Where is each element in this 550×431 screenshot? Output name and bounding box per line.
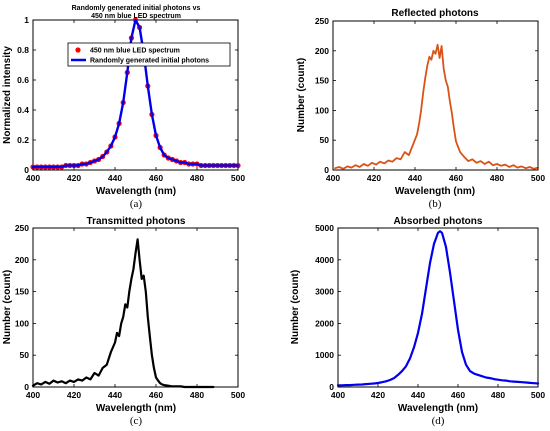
chart-d-xticks: 400 420 440 460 480 500 <box>331 228 545 400</box>
chart-d-axes-box <box>337 227 539 388</box>
x-tick-label: 460 <box>449 173 463 183</box>
chart-a-xlabel: Wavelength (nm) <box>96 186 176 197</box>
chart-c-axes-box <box>32 227 239 388</box>
x-tick-label: 420 <box>67 173 81 183</box>
y-tick-label: 50 <box>320 135 330 145</box>
panel-a: 400 420 440 460 480 500 0 0.2 0.4 0.6 0.8 1 Random… <box>2 5 245 210</box>
chart-c-xlabel: Wavelength (nm) <box>96 403 176 414</box>
series-line-1 <box>336 230 540 387</box>
chart-a-title-line-2: 450 nm blue LED spectrum <box>91 13 181 20</box>
x-tick-label: 420 <box>67 390 81 400</box>
panel-d: 400 420 440 460 480 500 0 1000 2000 3000 4000 5000… <box>290 216 545 427</box>
chart-a-yticks: 0 0.2 0.4 0.6 0.8 1 <box>17 15 238 175</box>
x-tick-label: 480 <box>190 390 204 400</box>
x-tick-label: 440 <box>108 390 122 400</box>
legend-entry-random-photons: Randomly generated initial photons <box>90 58 209 65</box>
chart-d-yticks: 0 1000 2000 3000 4000 5000 <box>315 223 538 392</box>
x-tick-label: 460 <box>149 390 163 400</box>
chart-b-xlabel: Wavelength (nm) <box>395 186 475 197</box>
chart-c-xticks: 400 420 440 460 480 500 <box>26 228 245 400</box>
chart-b-yticks: 0 50 100 150 200 250 <box>315 16 538 175</box>
x-tick-label: 400 <box>326 173 340 183</box>
chart-d-ylabel: Number (count) <box>290 270 301 344</box>
y-tick-label: 200 <box>315 46 329 56</box>
x-tick-label: 400 <box>26 173 40 183</box>
chart-a-axes-box <box>32 19 239 171</box>
x-tick-label: 420 <box>367 173 381 183</box>
x-tick-label: 480 <box>491 390 505 400</box>
chart-b-series-layer <box>334 43 539 170</box>
legend-box <box>67 42 231 67</box>
x-tick-label: 480 <box>490 173 504 183</box>
legend-entry-led-spectrum: 450 nm blue LED spectrum <box>90 48 180 55</box>
series-line-1 <box>31 238 215 389</box>
y-tick-label: 250 <box>315 16 329 26</box>
y-tick-label: 1 <box>24 15 29 25</box>
chart-a-legend: 450 nm blue LED spectrum Randomly genera… <box>67 42 231 67</box>
panel-label-c: (c) <box>130 415 143 427</box>
y-tick-label: 0 <box>24 382 29 392</box>
x-tick-label: 500 <box>231 173 245 183</box>
y-tick-label: 50 <box>20 350 30 360</box>
y-tick-label: 200 <box>15 255 29 265</box>
x-tick-label: 500 <box>231 390 245 400</box>
y-tick-label: 0.6 <box>17 75 29 85</box>
chart-a-plot-area: 400 420 440 460 480 500 0 0.2 0.4 0.6 0.8 1 <box>17 15 245 183</box>
chart-d-plot-area: 400 420 440 460 480 500 0 1000 2000 3000 4000 5000 <box>315 223 545 400</box>
y-tick-label: 5000 <box>315 223 334 233</box>
panel-c: 400 420 440 460 480 500 0 50 100 150 200 250 Trans… <box>2 216 245 427</box>
panel-label-b: (b) <box>429 198 442 210</box>
y-tick-label: 0.4 <box>17 105 29 115</box>
x-tick-label: 400 <box>26 390 40 400</box>
x-tick-label: 460 <box>451 390 465 400</box>
chart-b-ylabel: Number (count) <box>296 58 307 132</box>
y-tick-label: 1000 <box>315 350 334 360</box>
y-tick-label: 4000 <box>315 255 334 265</box>
x-tick-label: 500 <box>531 390 545 400</box>
chart-c-series-layer <box>31 238 215 389</box>
chart-b-axes-box <box>332 20 539 171</box>
y-tick-label: 0.2 <box>17 135 29 145</box>
y-tick-label: 0.8 <box>17 45 29 55</box>
series-line-1 <box>334 43 539 170</box>
x-tick-label: 420 <box>371 390 385 400</box>
x-tick-label: 400 <box>331 390 345 400</box>
x-tick-label: 440 <box>411 390 425 400</box>
chart-c-ylabel: Number (count) <box>2 270 13 344</box>
chart-a-ylabel: Normalized intensity <box>2 46 13 144</box>
chart-b-xticks: 400 420 440 460 480 500 <box>326 21 545 183</box>
y-tick-label: 100 <box>15 318 29 328</box>
chart-a-series-layer <box>30 17 241 170</box>
panel-label-d: (d) <box>432 415 445 427</box>
x-tick-label: 440 <box>108 173 122 183</box>
chart-a-title-line-1: Randomly generated initial photons vs <box>72 5 201 12</box>
legend-marker-red-dot <box>75 47 81 53</box>
series-line-2 <box>31 18 240 169</box>
y-tick-label: 2000 <box>315 318 334 328</box>
y-tick-label: 150 <box>315 76 329 86</box>
y-tick-label: 150 <box>15 287 29 297</box>
chart-c-yticks: 0 50 100 150 200 250 <box>15 223 238 392</box>
x-tick-label: 460 <box>149 173 163 183</box>
chart-b-title: Reflected photons <box>391 8 479 19</box>
chart-a-xticks: 400 420 440 460 480 500 <box>26 20 245 183</box>
x-tick-label: 500 <box>531 173 545 183</box>
chart-c-title: Transmitted photons <box>87 216 186 227</box>
y-tick-label: 3000 <box>315 287 334 297</box>
chart-d-xlabel: Wavelength (nm) <box>398 403 478 414</box>
chart-d-series-layer <box>336 230 540 387</box>
panel-label-a: (a) <box>130 198 143 210</box>
y-tick-label: 250 <box>15 223 29 233</box>
y-tick-label: 0 <box>329 382 334 392</box>
y-tick-label: 0 <box>24 165 29 175</box>
panel-b: 400 420 440 460 480 500 0 50 100 150 200 250 Refle… <box>296 8 545 210</box>
x-tick-label: 480 <box>190 173 204 183</box>
chart-c-plot-area: 400 420 440 460 480 500 0 50 100 150 200 250 <box>15 223 246 400</box>
chart-b-plot-area: 400 420 440 460 480 500 0 50 100 150 200 250 <box>315 16 546 183</box>
chart-d-title: Absorbed photons <box>394 216 483 227</box>
y-tick-label: 0 <box>324 165 329 175</box>
y-tick-label: 100 <box>315 105 329 115</box>
x-tick-label: 440 <box>408 173 422 183</box>
